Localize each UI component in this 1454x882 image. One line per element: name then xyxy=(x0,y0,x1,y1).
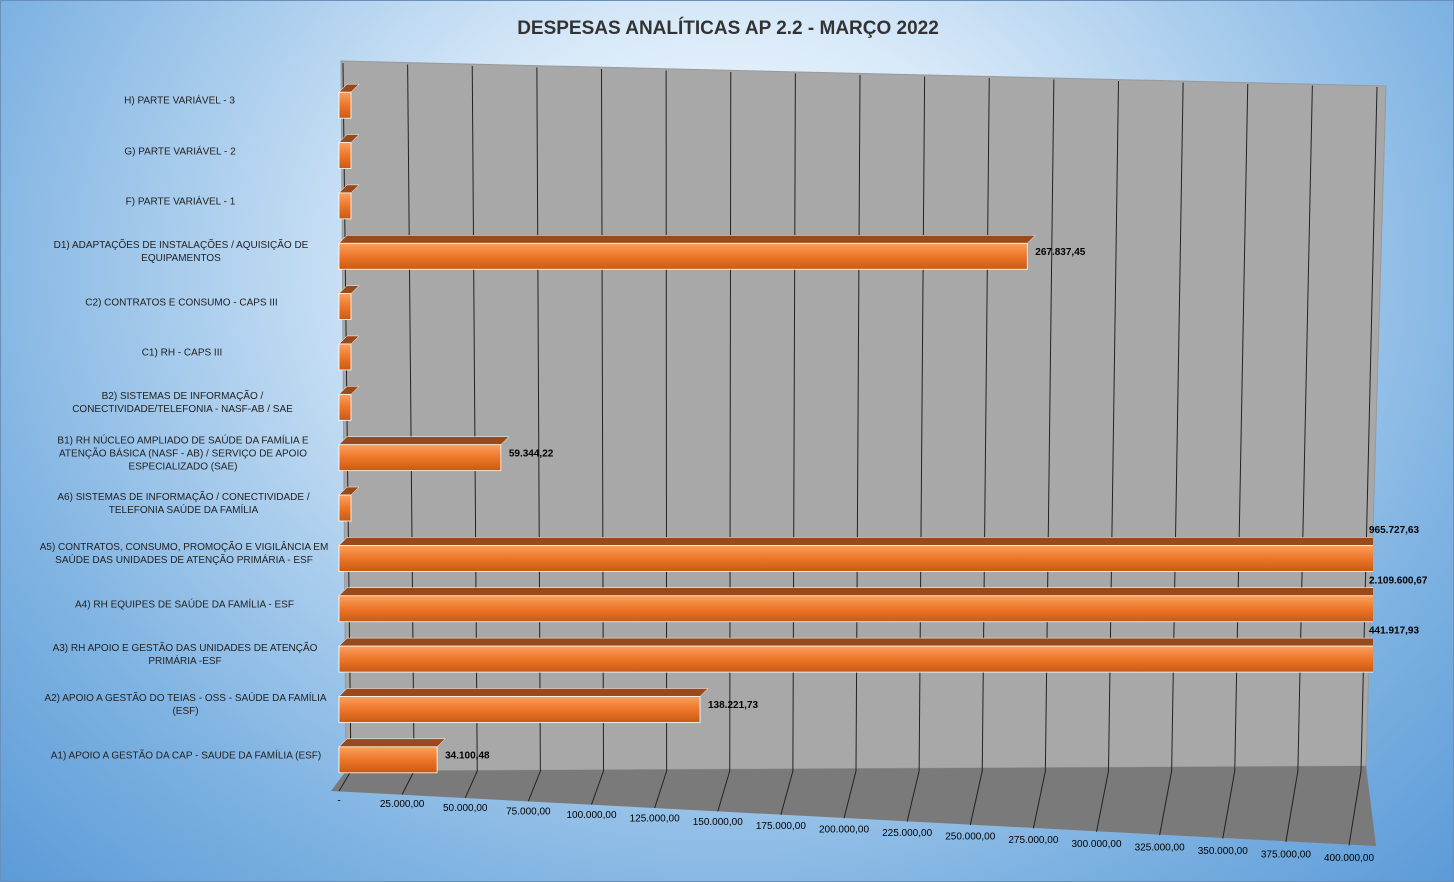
bar xyxy=(338,494,352,522)
floor-line xyxy=(717,770,731,812)
bar xyxy=(338,444,502,472)
x-tick-label: 275.000,00 xyxy=(1008,835,1058,846)
x-tick-label: 75.000,00 xyxy=(506,806,551,817)
x-tick-label: 125.000,00 xyxy=(630,814,680,825)
y-tick-label: D1) ADAPTAÇÕES DE INSTALAÇÕES / AQUISIÇÃ… xyxy=(53,240,309,265)
bar-top xyxy=(338,436,510,445)
value-label: 965.727,63 xyxy=(1369,525,1419,536)
floor-line xyxy=(1285,770,1299,843)
floor-line xyxy=(1159,770,1173,836)
y-tick-label: A6) SISTEMAS DE INFORMAÇÃO / CONECTIVIDA… xyxy=(57,492,310,517)
x-tick-label: 225.000,00 xyxy=(882,828,932,839)
floor-line xyxy=(969,770,983,826)
y-tick-label: C2) CONTRATOS E CONSUMO - CAPS III xyxy=(85,297,278,309)
y-tick-label: A3) RH APOIO E GESTÃO DAS UNIDADES DE AT… xyxy=(52,643,318,668)
plot-floor xyxy=(331,766,1376,846)
floor-line xyxy=(1032,770,1046,829)
bar-top xyxy=(338,738,446,748)
y-tick-label: C1) RH - CAPS III xyxy=(141,347,223,359)
x-tick-label: 250.000,00 xyxy=(945,832,995,843)
x-tick-label: 400.000,00 xyxy=(1324,853,1374,864)
y-tick-label: B2) SISTEMAS DE INFORMAÇÃO / CONECTIVIDA… xyxy=(72,391,293,416)
value-label: 267.837,45 xyxy=(1035,247,1085,258)
value-label: 441.917,93 xyxy=(1369,626,1419,637)
bar xyxy=(338,746,438,774)
x-tick-label: 100.000,00 xyxy=(566,810,616,821)
floor-line xyxy=(1222,770,1236,839)
floor-line xyxy=(654,770,668,809)
floor-line xyxy=(1096,770,1109,832)
bar xyxy=(338,544,1373,572)
x-tick-label: 175.000,00 xyxy=(756,821,806,832)
floor-line xyxy=(464,770,478,799)
x-tick-label: - xyxy=(337,796,340,807)
bar xyxy=(338,142,352,169)
floor-line xyxy=(591,770,604,805)
bar xyxy=(338,91,352,119)
y-tick-label: A1) APOIO A GESTÃO DA CAP - SAUDE DA FAM… xyxy=(50,750,322,762)
floor-line xyxy=(780,770,794,815)
y-tick-label: A2) APOIO A GESTÃO DO TEIAS - OSS - SAÚD… xyxy=(44,693,327,718)
floor-line xyxy=(401,770,415,795)
x-tick-label: 300.000,00 xyxy=(1071,839,1121,850)
x-tick-label: 50.000,00 xyxy=(443,803,488,814)
bar xyxy=(338,393,352,421)
value-label: 138.221,73 xyxy=(708,700,758,711)
chart-title: DESPESAS ANALÍTICAS AP 2.2 - MARÇO 2022 xyxy=(517,17,939,39)
y-tick-label: H) PARTE VARIÁVEL - 3 xyxy=(124,95,235,107)
bars xyxy=(338,83,1373,774)
x-tick-label: 25.000,00 xyxy=(380,799,425,810)
bar-top xyxy=(338,235,1036,244)
x-tick-label: 350.000,00 xyxy=(1198,846,1248,857)
bar xyxy=(338,343,352,371)
floor-line xyxy=(906,770,920,822)
floor-line xyxy=(338,770,352,792)
y-tick-label: B1) RH NÚCLEO AMPLIADO DE SAÚDE DA FAMÍL… xyxy=(57,435,309,473)
x-tick-label: 200.000,00 xyxy=(819,824,869,835)
x-tick-label: 150.000,00 xyxy=(693,817,743,828)
bar-top xyxy=(338,587,1373,596)
y-tick-label: F) PARTE VARIÁVEL - 1 xyxy=(125,196,236,208)
bar-top xyxy=(338,637,1373,647)
floor-line xyxy=(527,770,541,802)
bar xyxy=(338,645,1373,673)
value-label: 2.109.600,67 xyxy=(1369,575,1428,586)
y-tick-label: A4) RH EQUIPES DE SAÚDE DA FAMÍLIA - ESF xyxy=(75,599,294,611)
x-tick-label: 375.000,00 xyxy=(1261,850,1311,861)
bar xyxy=(338,696,701,723)
bar xyxy=(338,293,352,321)
x-tick-label: 325.000,00 xyxy=(1135,842,1185,853)
bar xyxy=(338,595,1373,623)
value-label: 59.344,22 xyxy=(509,448,554,459)
y-tick-label: A5) CONTRATOS, CONSUMO, PROMOÇÃO E VIGIL… xyxy=(39,542,329,567)
value-label: 34.100,48 xyxy=(445,750,490,761)
bar-top xyxy=(338,688,709,697)
floor-line xyxy=(843,770,857,819)
bar-top xyxy=(338,537,1373,546)
floor-line xyxy=(1348,770,1362,846)
y-tick-label: G) PARTE VARIÁVEL - 2 xyxy=(124,146,236,158)
bar xyxy=(338,192,352,220)
bar xyxy=(338,242,1028,270)
